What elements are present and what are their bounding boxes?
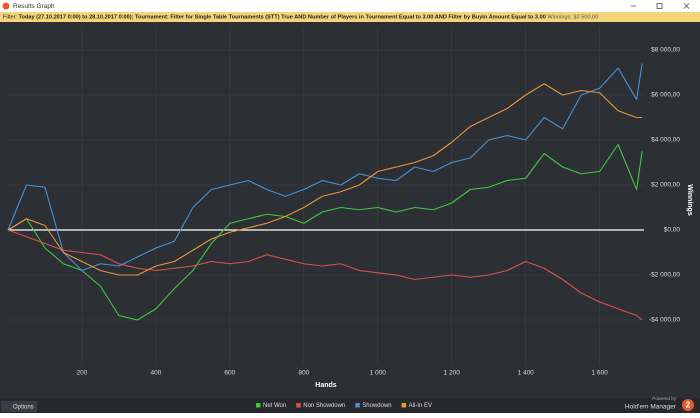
powered-by: Powered by (652, 396, 677, 401)
y-tick-label: $4 000,00 (651, 137, 680, 144)
series-line (7, 229, 643, 321)
legend-label: All-In EV (409, 403, 432, 409)
x-tick-label: 1 400 (518, 370, 535, 377)
filter-label: Filter: (3, 15, 17, 21)
options-label: Options (13, 405, 34, 411)
footer (0, 398, 700, 413)
legend-swatch (401, 403, 407, 408)
legend-label: Showdown (362, 403, 391, 409)
plot: 200 400 600 800 1 000 1 200 1 400 1 600 -$4 000,… (7, 27, 693, 389)
legend-swatch (296, 403, 301, 408)
legend-label: Non Showdown (303, 403, 345, 409)
brand: Hold'em Manager (625, 404, 677, 411)
x-axis-label: Hands (315, 382, 337, 389)
x-tick-label: 200 (77, 370, 88, 377)
legend-swatch (256, 403, 261, 408)
y-tick-label: -$4 000,00 (649, 317, 680, 324)
series-line (7, 83, 643, 276)
x-tick-label: 400 (150, 370, 161, 377)
x-tick-label: 800 (298, 370, 309, 377)
brand-badge-text: 2 (686, 401, 691, 410)
x-tick-label: 1 000 (370, 370, 387, 377)
series-line (7, 63, 643, 272)
x-tick-label: 1 600 (591, 370, 608, 377)
filter-winnings: Winnings: $3 500,00 (547, 15, 598, 21)
chart-area (0, 22, 700, 398)
y-tick-label: $6 000,00 (651, 92, 680, 99)
y-tick-label: $8 000,00 (651, 47, 680, 54)
options-button[interactable] (1, 401, 37, 412)
series-line (7, 143, 643, 321)
legend-swatch (355, 403, 360, 408)
filter-bar (0, 12, 700, 22)
app-icon (2, 2, 10, 10)
y-axis-label: Winnings (686, 184, 693, 216)
maximize-button[interactable] (656, 3, 663, 9)
x-tick-label: 1 200 (444, 370, 461, 377)
y-tick-label: -$2 000,00 (649, 272, 680, 279)
y-tick-label: $2 000,00 (651, 182, 680, 189)
legend-label: Net Won (263, 403, 286, 409)
close-button[interactable] (683, 3, 690, 9)
filter-text: Filter: Today (27.10.2017 0:00) to 28.10… (3, 15, 598, 21)
x-tick-label: 600 (224, 370, 235, 377)
title-bar (0, 0, 700, 12)
window-title: Results Graph (13, 3, 55, 10)
y-tick-label: $0,00 (664, 227, 681, 234)
filter-value: Today (27.10.2017 0:00) to 28.10.2017 0:… (19, 15, 546, 21)
brand-badge (682, 399, 694, 411)
